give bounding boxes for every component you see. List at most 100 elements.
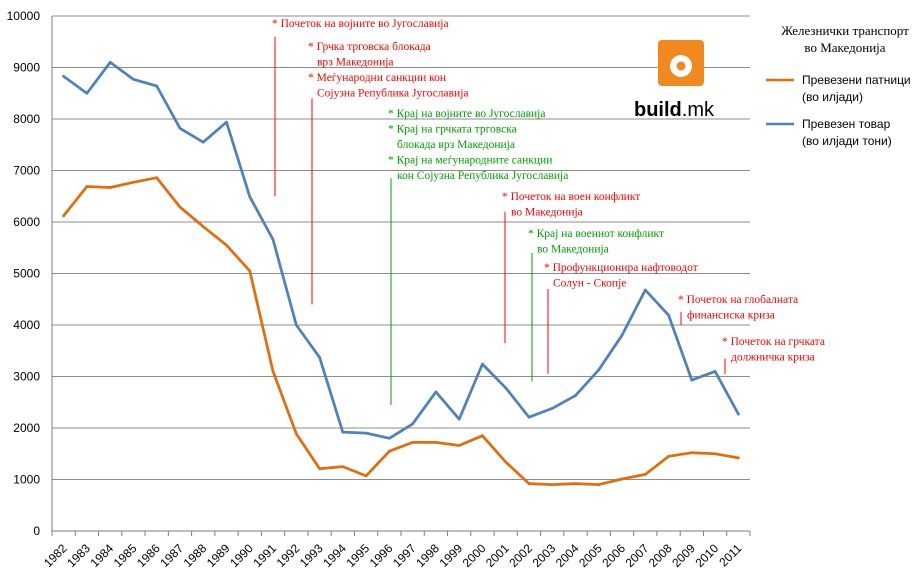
annotation-text: * Крај на меѓународните санкции (388, 155, 552, 167)
y-tick-label: 7000 (13, 164, 40, 178)
data-point (132, 181, 135, 184)
y-tick-label: 0 (33, 524, 40, 538)
data-point (248, 269, 252, 273)
annotation-text: * Крај на грчката трговска (388, 124, 517, 136)
annotation: * Крај на воениот конфликт во Македонија (528, 228, 664, 382)
data-point (644, 473, 647, 476)
x-tick-label: 1983 (64, 541, 93, 570)
x-tick-label: 2002 (506, 541, 535, 570)
y-tick-label: 1000 (13, 473, 40, 487)
x-tick-label: 1985 (111, 541, 140, 570)
data-point (178, 126, 182, 130)
annotation-text: Солун - Скопје (553, 278, 626, 290)
data-point (201, 225, 205, 228)
data-point (667, 313, 670, 317)
annotation-text: Сојузна Република Југославија (317, 88, 469, 100)
y-tick-label: 8000 (13, 112, 40, 126)
y-tick-label: 6000 (13, 215, 40, 229)
data-point (364, 431, 368, 435)
series-line-freight (62, 60, 740, 440)
logo-mark-dot (676, 61, 686, 71)
annotation-text: финансиска криза (687, 310, 775, 322)
data-point (155, 176, 158, 180)
data-point (178, 205, 182, 209)
data-point (388, 449, 391, 453)
chart-title-line2: во Македонија (804, 40, 885, 55)
data-point (411, 422, 414, 426)
data-point (737, 412, 740, 416)
x-tick-label: 1991 (250, 541, 279, 570)
annotation: * Почеток на воен конфликт во Македонија (502, 191, 640, 344)
data-point (574, 482, 577, 485)
data-point (644, 288, 647, 292)
data-point (434, 441, 438, 444)
data-point (574, 394, 577, 397)
data-point (713, 370, 717, 373)
data-point (690, 451, 694, 455)
x-tick-label: 2000 (460, 541, 489, 570)
annotation-text: должничка криза (731, 352, 815, 364)
x-tick-label: 1986 (134, 541, 163, 570)
x-tick-label: 1988 (181, 541, 210, 570)
series-line-passengers (62, 176, 740, 486)
data-point (737, 456, 740, 460)
data-point (364, 474, 368, 478)
logo-word-build: build (634, 99, 682, 121)
annotation-text: * Почеток на грчката (722, 336, 825, 348)
annotation: * Крај на војните во Југославија * Крај н… (388, 108, 568, 405)
x-tick-label: 2009 (669, 541, 698, 570)
data-point (85, 185, 89, 188)
data-point (550, 407, 554, 410)
gridlines (52, 15, 750, 532)
x-tick-label: 1987 (157, 541, 186, 570)
data-point (434, 390, 438, 394)
annotation: * Профункционира нафтоводот Солун - Скопј… (544, 262, 698, 374)
x-tick-label: 1999 (437, 541, 466, 570)
data-point (597, 483, 601, 486)
x-tick-label: 1995 (343, 541, 372, 570)
data-point (481, 434, 484, 438)
logo-word-mk: .mk (682, 99, 715, 121)
annotations: * Почеток на војните во Југославија * Грч… (272, 18, 825, 405)
legend: Железнички транспорт во Македонија Преве… (766, 23, 911, 148)
legend-label-freight: Превезен товар (802, 117, 891, 131)
series-lines (62, 60, 740, 486)
legend-label-passengers: Превезени патници (802, 73, 911, 87)
data-point (411, 441, 414, 444)
data-point (201, 140, 205, 144)
logo-wordmark: build.mk (634, 99, 715, 121)
data-point (690, 378, 694, 382)
annotation-text: * Почеток на глобалната (678, 294, 798, 306)
data-point (388, 437, 391, 440)
x-tick-label: 2005 (576, 541, 605, 570)
data-point (155, 84, 158, 88)
annotation-text: * Грчка трговска блокада (308, 41, 431, 53)
x-tick-label: 1996 (367, 541, 396, 570)
annotation-text: во Македонија (511, 207, 583, 219)
data-point (504, 386, 508, 390)
data-point (248, 195, 252, 199)
annotation-text: кон Сојузна Република Југославија (397, 170, 568, 182)
data-point (597, 368, 601, 372)
annotation-text: блокада врз Македонија (397, 139, 515, 151)
data-point (225, 243, 228, 247)
annotation-text: * Профункционира нафтоводот (544, 262, 698, 274)
annotation-text: врз Македонија (317, 57, 394, 69)
x-tick-label: 1997 (390, 541, 419, 570)
annotation: * Почеток на војните во Југославија (272, 18, 449, 197)
data-point (341, 430, 345, 434)
data-point (713, 452, 717, 456)
x-tick-label: 1984 (88, 541, 117, 570)
annotation-text: * Почеток на воен конфликт (502, 191, 640, 203)
data-point (132, 78, 135, 81)
y-tick-label: 10000 (7, 9, 41, 23)
data-point (457, 417, 461, 421)
x-axis: 1982198319841985198619871988198919901991… (41, 531, 751, 570)
annotation-text: во Македонија (537, 244, 609, 256)
data-point (318, 467, 321, 470)
x-tick-label: 2004 (553, 541, 582, 570)
x-tick-label: 1982 (41, 541, 70, 570)
data-point (550, 483, 554, 486)
